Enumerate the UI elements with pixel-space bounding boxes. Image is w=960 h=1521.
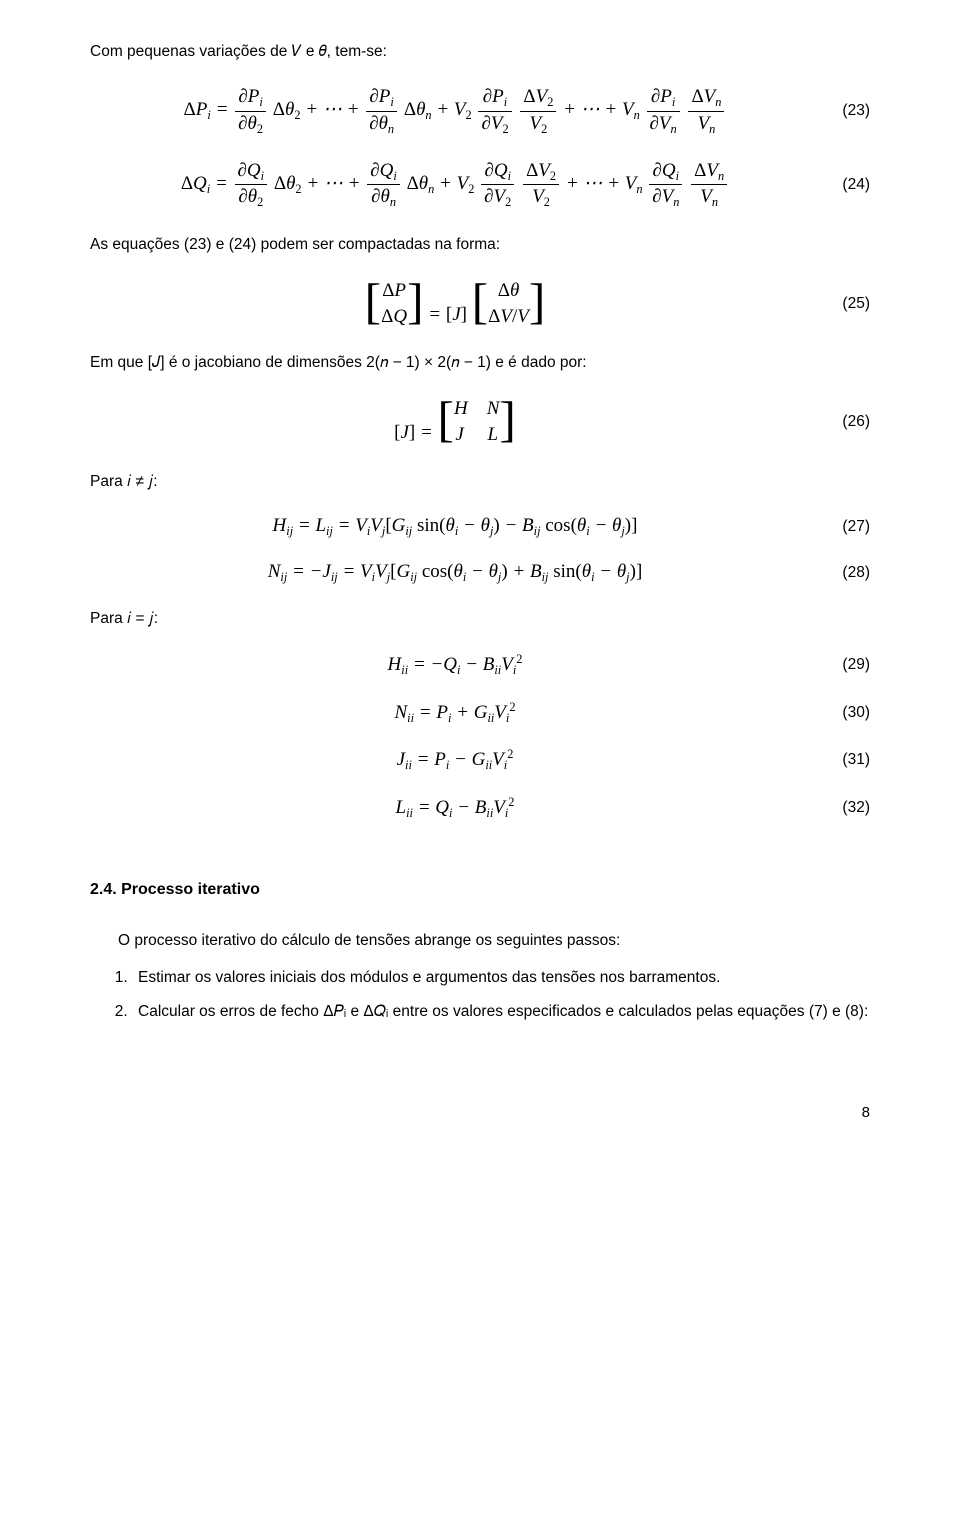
equation-30-row: Nii = Pi + GiiVi2 (30) — [90, 700, 870, 726]
intro-text: Com pequenas variações de 𝑉 e 𝜃, tem-se: — [90, 43, 387, 60]
equation-25: [ ΔPΔQ ] = [J] [ ΔθΔV/V ] — [90, 278, 820, 329]
equation-32-number: (32) — [820, 799, 870, 817]
equation-27-row: Hij = Lij = ViVj[Gij sin(θi − θj) − Bij … — [90, 515, 870, 539]
equation-29-number: (29) — [820, 656, 870, 674]
intro-paragraph: Com pequenas variações de 𝑉 e 𝜃, tem-se: — [90, 40, 870, 63]
equation-24: ΔQi = ∂Qi∂θ2 Δθ2 + ⋯ + ∂Qi∂θn Δθn + V2 ∂… — [90, 159, 820, 211]
step-1: Estimar os valores iniciais dos módulos … — [132, 966, 870, 990]
equation-30-number: (30) — [820, 704, 870, 722]
equation-29: Hii = −Qi − BiiVi2 — [90, 652, 820, 678]
steps-list: Estimar os valores iniciais dos módulos … — [90, 966, 870, 1024]
equation-29-row: Hii = −Qi − BiiVi2 (29) — [90, 652, 870, 678]
equation-28: Nij = −Jij = ViVj[Gij cos(θi − θj) + Bij… — [90, 561, 820, 585]
equation-28-number: (28) — [820, 564, 870, 582]
i-eq-j-paragraph: Para 𝑖 = 𝑗: — [90, 607, 870, 630]
equation-25-row: [ ΔPΔQ ] = [J] [ ΔθΔV/V ] (25) — [90, 278, 870, 329]
equation-27-number: (27) — [820, 518, 870, 536]
equation-24-number: (24) — [820, 176, 870, 194]
equation-30: Nii = Pi + GiiVi2 — [90, 700, 820, 726]
page: Com pequenas variações de 𝑉 e 𝜃, tem-se:… — [0, 0, 960, 1181]
equation-31-number: (31) — [820, 751, 870, 769]
iterative-intro: O processo iterativo do cálculo de tensõ… — [118, 929, 870, 952]
compact-paragraph: As equações (23) e (24) podem ser compac… — [90, 233, 870, 256]
equation-32: Lii = Qi − BiiVi2 — [90, 795, 820, 821]
equation-26: [J] = [ H N J L ] — [90, 396, 820, 447]
equation-26-row: [J] = [ H N J L ] (26) — [90, 396, 870, 447]
equation-31: Jii = Pi − GiiVi2 — [90, 748, 820, 774]
page-number: 8 — [90, 1104, 870, 1121]
equation-32-row: Lii = Qi − BiiVi2 (32) — [90, 795, 870, 821]
equation-23: ΔPi = ∂Pi∂θ2 Δθ2 + ⋯ + ∂Pi∂θn Δθn + V2 ∂… — [90, 85, 820, 137]
equation-24-row: ΔQi = ∂Qi∂θ2 Δθ2 + ⋯ + ∂Qi∂θn Δθn + V2 ∂… — [90, 159, 870, 211]
equation-26-number: (26) — [820, 413, 870, 431]
equation-31-row: Jii = Pi − GiiVi2 (31) — [90, 748, 870, 774]
equation-28-row: Nij = −Jij = ViVj[Gij cos(θi − θj) + Bij… — [90, 561, 870, 585]
section-2-4-heading: 2.4. Processo iterativo — [90, 881, 870, 899]
equation-25-number: (25) — [820, 295, 870, 313]
equation-23-number: (23) — [820, 102, 870, 120]
equation-27: Hij = Lij = ViVj[Gij sin(θi − θj) − Bij … — [90, 515, 820, 539]
equation-23-row: ΔPi = ∂Pi∂θ2 Δθ2 + ⋯ + ∂Pi∂θn Δθn + V2 ∂… — [90, 85, 870, 137]
step-2: Calcular os erros de fecho Δ𝑃ᵢ e Δ𝑄ᵢ ent… — [132, 1000, 870, 1024]
jacobian-paragraph: Em que [𝐽] é o jacobiano de dimensões 2(… — [90, 351, 870, 374]
i-neq-j-paragraph: Para 𝑖 ≠ 𝑗: — [90, 470, 870, 493]
